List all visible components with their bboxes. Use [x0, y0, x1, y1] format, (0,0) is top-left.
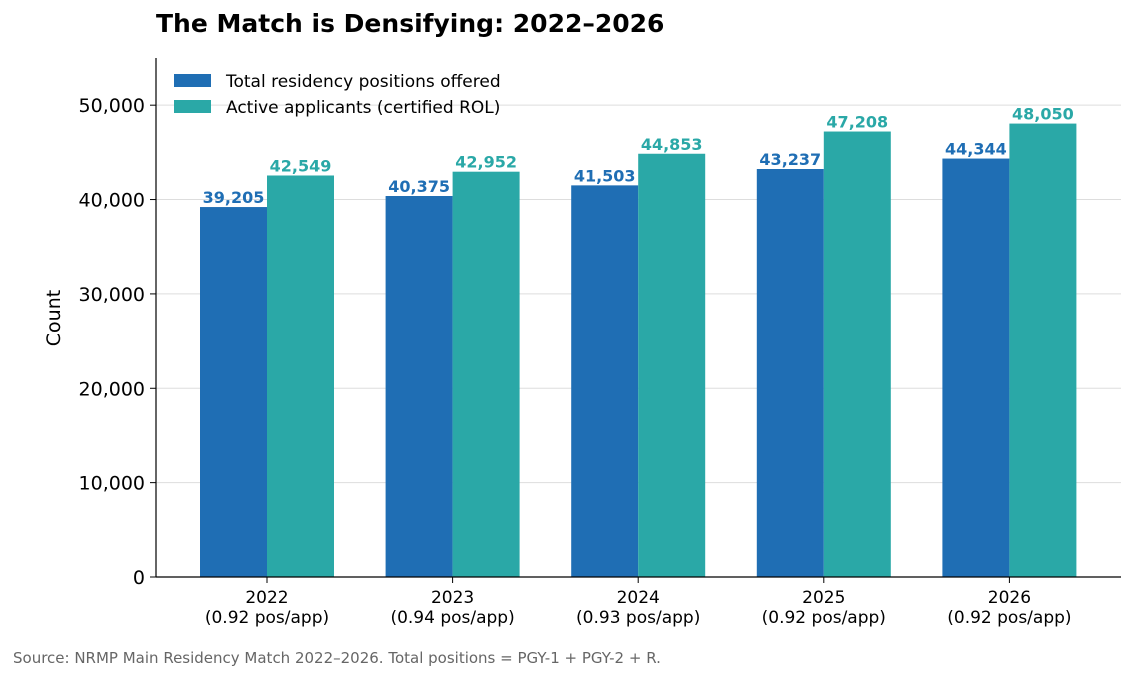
x-tick-sublabel: (0.93 pos/app)	[576, 608, 700, 628]
data-label: 44,344	[945, 140, 1007, 159]
chart-title: The Match is Densifying: 2022–2026	[156, 9, 664, 38]
data-label: 40,375	[388, 177, 450, 196]
data-label: 42,549	[270, 156, 332, 175]
bar-applicants	[638, 153, 706, 577]
y-tick-label: 50,000	[79, 95, 145, 117]
x-tick-sublabel: (0.94 pos/app)	[390, 608, 514, 628]
data-labels: 39,205 42,549 40,375 42,952 41,503 44,853 43,2…	[203, 105, 1074, 207]
legend-label: Active applicants (certified ROL)	[226, 98, 500, 118]
bars	[200, 123, 1077, 578]
legend-swatch	[174, 100, 211, 113]
bar-applicants	[452, 171, 520, 577]
y-axis-label: Count	[43, 290, 65, 346]
y-tick-label: 0	[133, 567, 145, 589]
bar-positions	[571, 185, 639, 577]
data-label: 39,205	[203, 188, 265, 207]
bar-positions	[200, 207, 267, 577]
bar-positions	[385, 196, 453, 577]
data-label: 48,050	[1012, 105, 1074, 124]
x-ticks: 2022(0.92 pos/app)2023(0.94 pos/app)2024…	[205, 577, 1072, 628]
bar-applicants	[267, 175, 334, 577]
x-tick-sublabel: (0.92 pos/app)	[947, 608, 1071, 628]
y-ticks: 0 10,000 20,000 30,000 40,000 50,000	[79, 95, 156, 589]
x-tick-label: 2025	[802, 588, 845, 608]
data-label: 43,237	[759, 150, 821, 169]
y-tick-label: 20,000	[79, 378, 145, 400]
y-tick-label: 10,000	[79, 473, 145, 495]
x-tick-sublabel: (0.92 pos/app)	[762, 608, 886, 628]
bar-applicants	[1009, 123, 1077, 577]
bar-positions	[756, 168, 824, 577]
data-label: 44,853	[641, 135, 703, 154]
x-tick-label: 2023	[431, 588, 474, 608]
source-note: Source: NRMP Main Residency Match 2022–2…	[13, 649, 661, 667]
bar-positions	[942, 158, 1010, 577]
legend-label: Total residency positions offered	[225, 72, 501, 92]
x-tick-label: 2026	[988, 588, 1031, 608]
x-tick-label: 2024	[617, 588, 660, 608]
y-tick-label: 40,000	[79, 190, 145, 212]
data-label: 41,503	[574, 166, 636, 185]
data-label: 47,208	[826, 113, 888, 132]
x-tick-label: 2022	[245, 588, 288, 608]
x-tick-sublabel: (0.92 pos/app)	[205, 608, 329, 628]
data-label: 42,952	[455, 153, 517, 172]
legend-swatch	[174, 74, 211, 87]
bar-applicants	[823, 131, 891, 578]
legend: Total residency positions offered Active …	[174, 72, 501, 118]
y-tick-label: 30,000	[79, 284, 145, 306]
